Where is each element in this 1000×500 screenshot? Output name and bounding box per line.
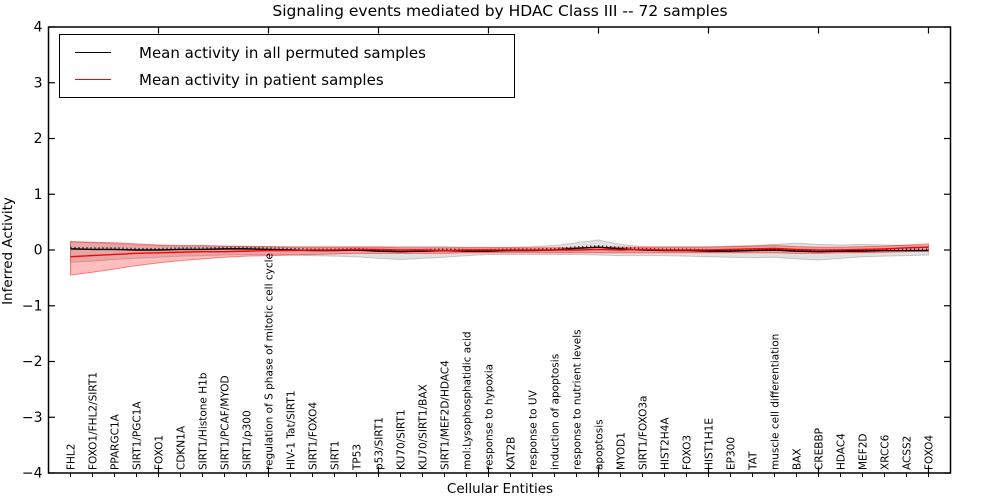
y-tick-label: −2 <box>22 354 43 370</box>
x-category-label: TAT <box>748 451 760 471</box>
x-category-label: SIRT1/PCAF/MYOD <box>220 375 232 470</box>
x-category-label: CDKN1A <box>176 425 188 470</box>
x-category-label: induction of apoptosis <box>550 354 562 470</box>
y-tick-label: 0 <box>34 243 43 259</box>
legend-item-permuted: Mean activity in all permuted samples <box>60 40 514 66</box>
series-line <box>70 246 929 253</box>
x-category-label: muscle cell differentiation <box>770 334 782 470</box>
x-category-label: HIST1H1E <box>704 418 716 470</box>
x-category-label: apoptosis <box>594 419 606 470</box>
x-category-label: FHL2 <box>66 444 78 470</box>
legend: Mean activity in all permuted samples Me… <box>59 34 515 98</box>
x-category-label: response to UV <box>528 389 540 470</box>
x-category-label: MYOD1 <box>616 432 628 470</box>
x-category-label: regulation of S phase of mitotic cell cy… <box>264 253 276 470</box>
x-category-label: KU70/SIRT1 <box>396 409 408 470</box>
x-category-label: BAX <box>792 448 804 470</box>
y-tick-label: −4 <box>22 466 43 482</box>
x-category-label: p53/SIRT1 <box>374 417 386 470</box>
x-category-label: FOXO1 <box>154 435 166 470</box>
y-tick-label: 3 <box>34 75 43 91</box>
x-category-label: EP300 <box>726 437 738 470</box>
series-line <box>70 246 929 258</box>
legend-item-patient: Mean activity in patient samples <box>60 67 514 93</box>
legend-item-label: Mean activity in all permuted samples <box>139 43 426 62</box>
x-category-label: SIRT1/FOXO4 <box>308 402 320 470</box>
x-category-label: SIRT1/FOXO3a <box>638 396 650 470</box>
x-category-label: SIRT1 <box>330 441 342 470</box>
x-category-label: TP53 <box>352 444 364 471</box>
x-category-label: SIRT1/Histone H1b <box>198 372 210 470</box>
legend-item-label: Mean activity in patient samples <box>139 70 384 89</box>
x-category-label: KAT2B <box>506 437 518 470</box>
x-category-label: SIRT1/PGC1A <box>132 401 144 470</box>
x-category-label: CREBBP <box>814 428 826 470</box>
x-category-label: response to nutrient levels <box>572 329 584 470</box>
x-category-label: HIST2H4A <box>660 417 672 470</box>
x-category-label: MEF2D <box>858 434 870 471</box>
y-tick-label: 4 <box>34 20 43 36</box>
x-category-label: response to hypoxia <box>484 364 496 470</box>
x-category-label: SIRT1/p300 <box>242 410 254 470</box>
x-category-label: SIRT1/MEF2D/HDAC4 <box>440 360 452 470</box>
x-category-label: FOXO1/FHL2/SIRT1 <box>88 372 100 470</box>
x-category-label: HIV-1 Tat/SIRT1 <box>286 390 298 470</box>
x-category-label: FOXO3 <box>682 435 694 470</box>
y-tick-label: −1 <box>22 298 43 314</box>
x-category-label: XRCC6 <box>880 434 892 470</box>
y-tick-label: −3 <box>22 410 43 426</box>
legend-line-sample-black <box>75 52 111 53</box>
y-tick-label: 2 <box>34 131 43 147</box>
y-tick-label: 1 <box>34 187 43 203</box>
x-category-label: PPARGC1A <box>110 413 122 470</box>
x-axis-label: Cellular Entities <box>446 481 554 497</box>
x-category-label: mol:Lysophosphatidic acid <box>462 331 474 470</box>
x-category-label: ACSS2 <box>902 436 914 470</box>
x-category-label: HDAC4 <box>836 433 848 470</box>
x-category-label: FOXO4 <box>924 435 936 470</box>
chart-title: Signaling events mediated by HDAC Class … <box>272 2 728 20</box>
x-category-label: KU70/SIRT1/BAX <box>418 384 430 470</box>
legend-line-sample-red <box>75 79 111 80</box>
